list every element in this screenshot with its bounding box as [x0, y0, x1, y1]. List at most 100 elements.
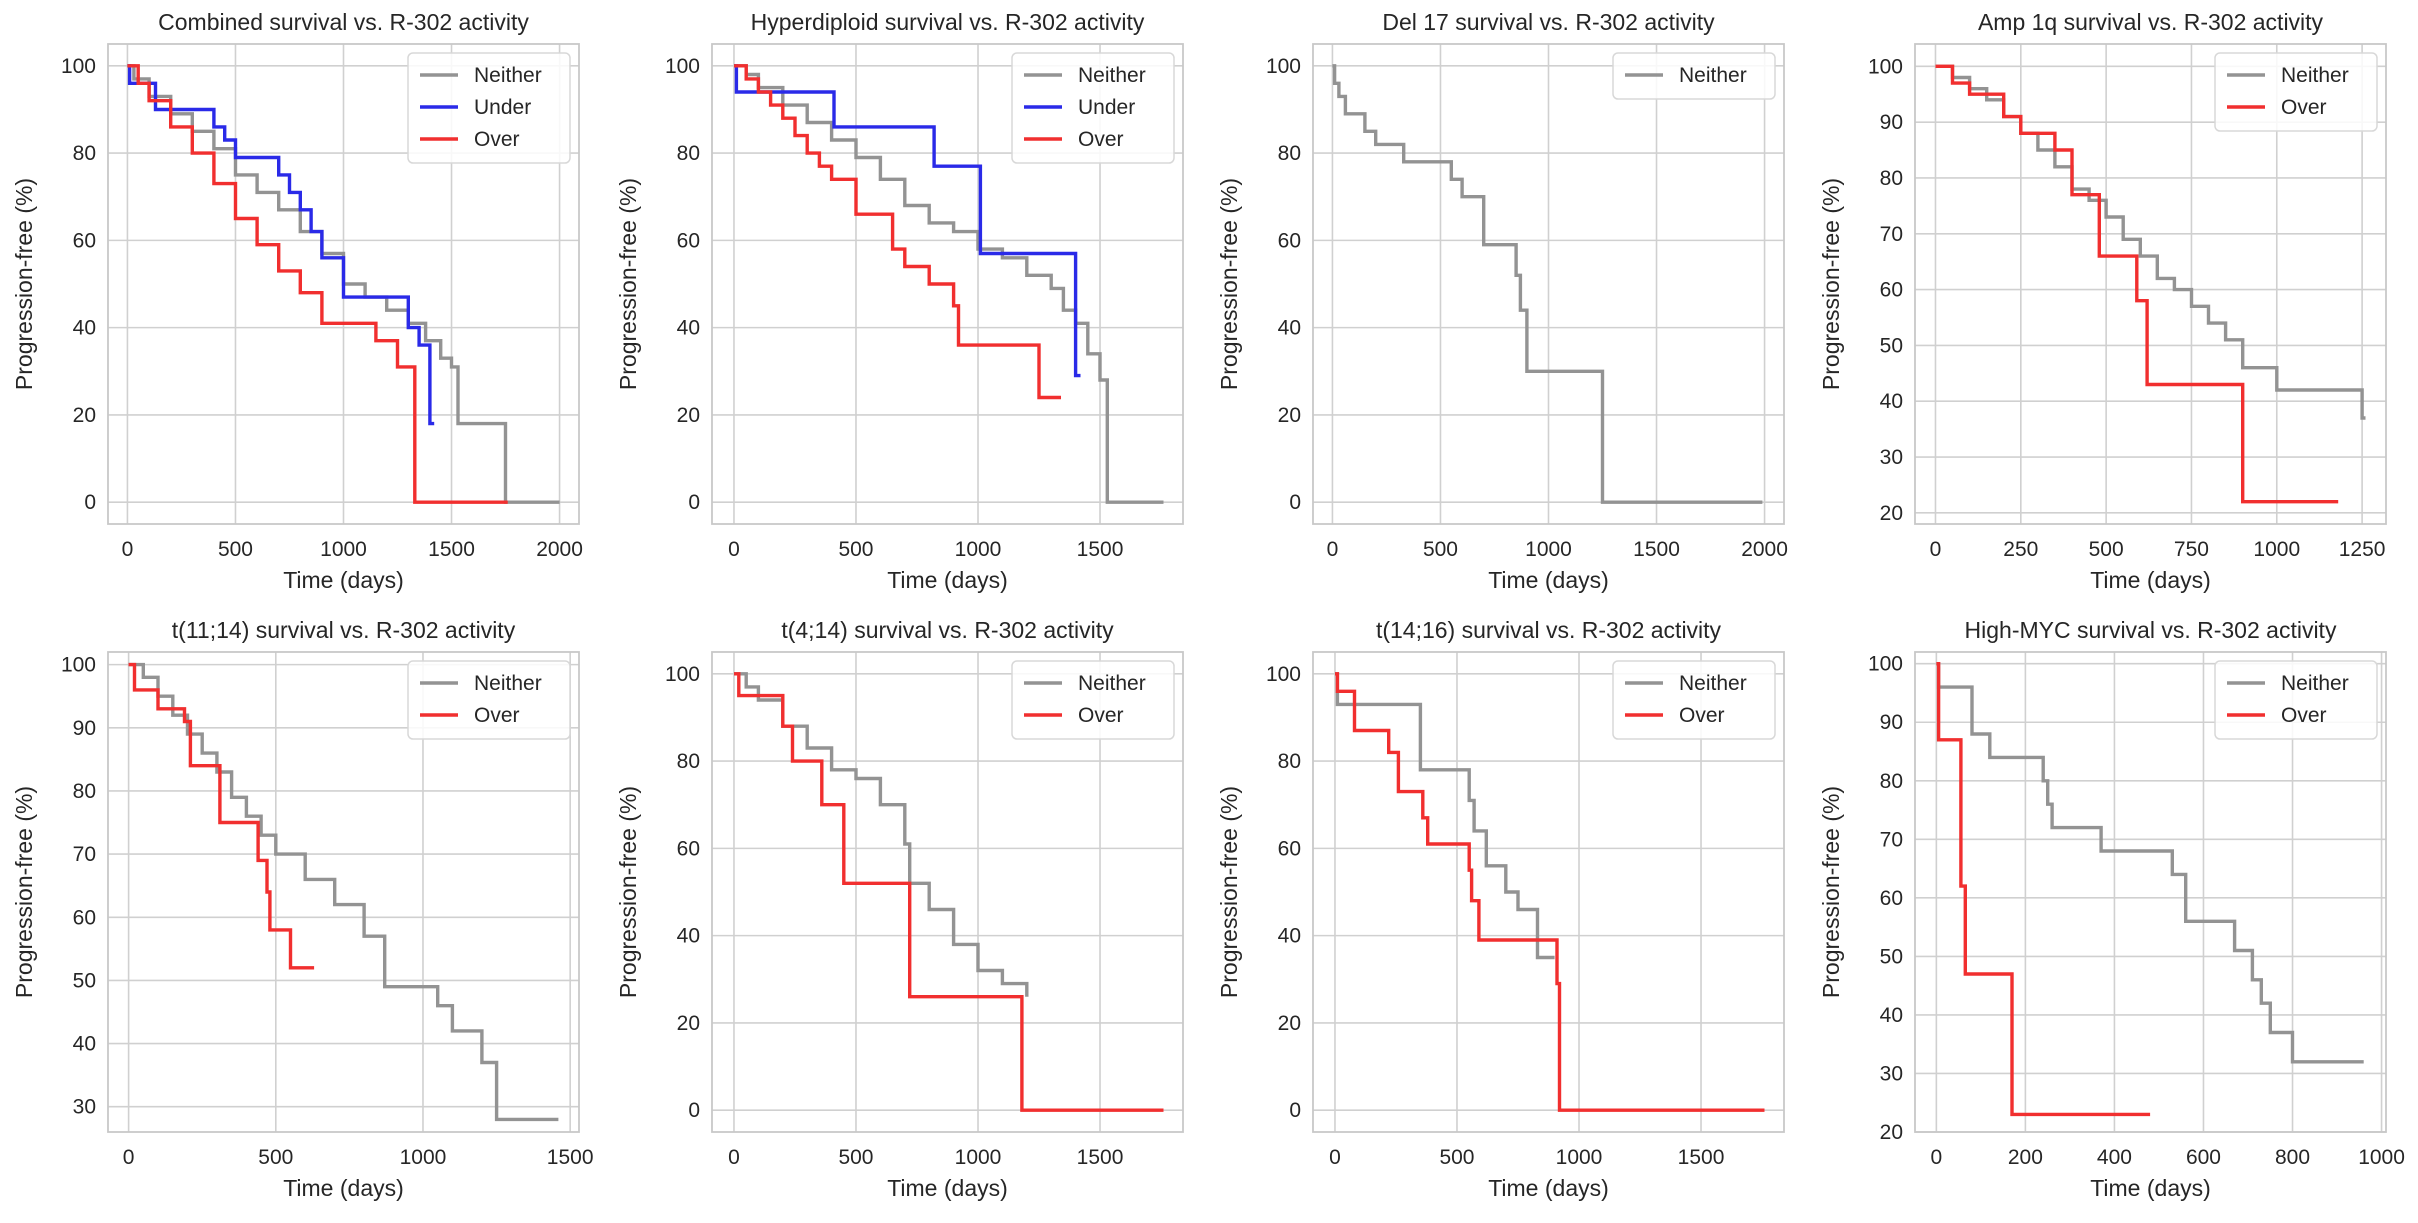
y-tick-label: 40 — [1278, 317, 1301, 340]
chart-panel-1: 0 500 1000 1500 2000 0 20 40 60 80 100 Combined sur… — [11, 9, 583, 593]
x-tick-label: 0 — [1930, 538, 1942, 561]
legend-label-under: Under — [1078, 96, 1135, 119]
y-tick-label: 100 — [1266, 663, 1301, 686]
chart-panel-4: 0 250 500 750 1000 1250 20 30 40 50 60 70 80 90 100 Amp… — [1818, 9, 2387, 593]
x-tick-label: 1000 — [2358, 1146, 2405, 1169]
x-tick-label: 400 — [2097, 1146, 2132, 1169]
legend-label-over: Over — [1679, 704, 1725, 727]
y-tick-label: 100 — [1868, 55, 1903, 78]
series-line-over — [128, 662, 315, 970]
y-tick-label: 80 — [73, 780, 96, 803]
legend-label-neither: Neither — [1078, 64, 1146, 87]
y-tick-label: 80 — [1278, 750, 1301, 773]
y-tick-label: 100 — [665, 55, 700, 78]
y-tick-label: 20 — [1278, 404, 1301, 427]
series-line-neither — [128, 662, 559, 1122]
x-axis-label: Time (days) — [1488, 1175, 1609, 1201]
y-tick-label: 80 — [677, 750, 700, 773]
y-tick-label: 30 — [73, 1096, 96, 1119]
legend-label-over: Over — [474, 704, 520, 727]
x-tick-label: 0 — [1327, 538, 1339, 561]
y-tick-label: 60 — [677, 837, 700, 860]
y-tick-label: 50 — [1880, 945, 1903, 968]
y-tick-label: 60 — [73, 229, 96, 252]
legend: Neither Under Over — [1011, 52, 1175, 164]
y-tick-label: 70 — [73, 843, 96, 866]
chart-title: High-MYC survival vs. R-302 activity — [1965, 617, 2337, 643]
legend: Neither Over — [2214, 52, 2378, 132]
y-tick-label: 80 — [1880, 770, 1903, 793]
x-tick-label: 1000 — [955, 1146, 1002, 1169]
x-tick-label: 200 — [2008, 1146, 2043, 1169]
x-tick-label: 0 — [1931, 1146, 1943, 1169]
plot-frame — [107, 43, 580, 525]
series-line-neither — [1335, 672, 1555, 960]
chart-title: Hyperdiploid survival vs. R-302 activity — [751, 9, 1145, 35]
y-tick-label: 40 — [73, 1033, 96, 1056]
y-tick-label: 40 — [1278, 925, 1301, 948]
x-tick-label: 0 — [1329, 1146, 1341, 1169]
y-tick-label: 30 — [1880, 446, 1903, 469]
x-tick-label: 1000 — [2253, 538, 2300, 561]
x-tick-label: 500 — [218, 538, 253, 561]
x-tick-label: 0 — [123, 1146, 135, 1169]
series-line-neither — [1935, 64, 2366, 420]
chart-panel-5: 0 500 1000 1500 30 40 50 60 70 80 90 100 t(11;14) su… — [11, 617, 594, 1201]
x-tick-label: 600 — [2186, 1146, 2221, 1169]
x-axis-label: Time (days) — [283, 567, 404, 593]
legend-label-neither: Neither — [1078, 672, 1146, 695]
y-tick-label: 20 — [1278, 1012, 1301, 1035]
plot-frame — [107, 651, 580, 1133]
y-tick-label: 60 — [1278, 229, 1301, 252]
y-tick-label: 80 — [1278, 142, 1301, 165]
y-axis-label: Progression-free (%) — [11, 178, 37, 390]
x-tick-label: 1500 — [1678, 1146, 1725, 1169]
legend-label-over: Over — [474, 128, 520, 151]
y-axis-label: Progression-free (%) — [1216, 786, 1242, 998]
chart-title: Combined survival vs. R-302 activity — [158, 9, 529, 35]
y-tick-label: 0 — [84, 491, 96, 514]
x-tick-label: 750 — [2174, 538, 2209, 561]
series-line-over — [127, 64, 508, 504]
y-tick-label: 100 — [61, 654, 96, 677]
x-tick-label: 0 — [122, 538, 134, 561]
legend-box — [2214, 660, 2378, 740]
series-line-neither — [734, 64, 1164, 504]
y-tick-label: 20 — [677, 404, 700, 427]
x-tick-label: 1500 — [1077, 1146, 1124, 1169]
x-tick-label: 1000 — [400, 1146, 447, 1169]
y-axis-label: Progression-free (%) — [615, 786, 641, 998]
y-axis-label: Progression-free (%) — [1818, 178, 1844, 390]
y-tick-label: 60 — [1278, 837, 1301, 860]
series-line-under — [734, 64, 1081, 378]
x-tick-label: 1500 — [547, 1146, 594, 1169]
legend-label-over: Over — [1078, 704, 1124, 727]
x-axis-label: Time (days) — [2090, 1175, 2211, 1201]
x-tick-label: 1000 — [1556, 1146, 1603, 1169]
legend: Neither Over — [1011, 660, 1175, 740]
plot-frame — [711, 43, 1184, 525]
plot-frame — [711, 651, 1184, 1133]
series-line-over — [1935, 64, 2339, 504]
chart-panel-8: 0 200 400 600 800 1000 20 30 40 50 60 70 80 90 100 High… — [1818, 617, 2405, 1201]
series-line-neither — [1332, 64, 1763, 504]
y-tick-label: 70 — [1880, 828, 1903, 851]
legend-box — [1612, 52, 1776, 100]
y-tick-label: 60 — [1880, 887, 1903, 910]
series-line-over — [734, 672, 1164, 1112]
x-tick-label: 500 — [1439, 1146, 1474, 1169]
legend-label-neither: Neither — [1679, 64, 1747, 87]
series-line-neither — [734, 672, 1029, 997]
legend-box — [2214, 52, 2378, 132]
series-line-over — [734, 64, 1061, 400]
legend-box — [1011, 660, 1175, 740]
legend: Neither Over — [407, 660, 571, 740]
legend-box — [1011, 52, 1175, 164]
x-tick-label: 1500 — [1077, 538, 1124, 561]
x-tick-label: 250 — [2003, 538, 2038, 561]
x-tick-label: 2000 — [1741, 538, 1788, 561]
plot-frame — [1914, 43, 2387, 525]
y-tick-label: 100 — [61, 55, 96, 78]
